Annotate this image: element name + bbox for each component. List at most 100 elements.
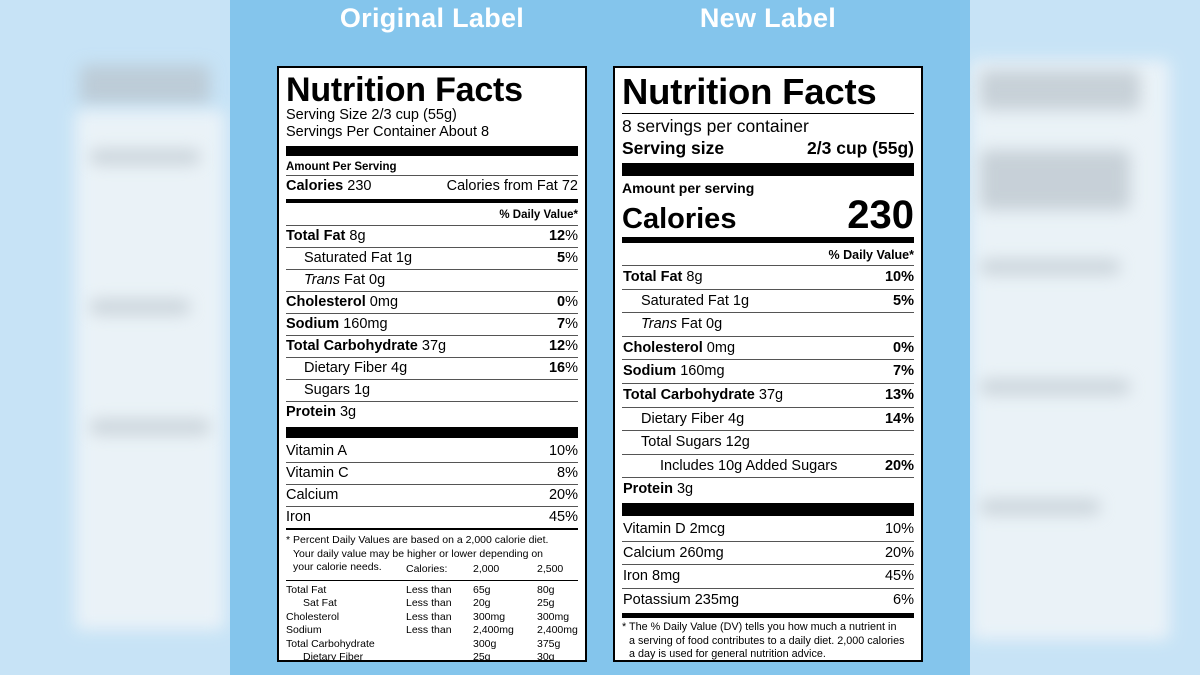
- nutrient-row-protein: Protein 3g: [622, 477, 914, 501]
- nutrient-row-trans-fat: Trans Fat 0g: [622, 312, 914, 336]
- vitamin-percent: 10%: [884, 520, 914, 537]
- servings-per-container: 8 servings per container: [622, 116, 809, 136]
- vitamin-row: Iron 45%: [286, 506, 578, 528]
- nutrient-name: Dietary Fiber 4g: [304, 360, 408, 376]
- new-label-heading: New Label: [699, 3, 837, 33]
- dv-table-cell: Less than: [406, 597, 452, 610]
- vitamin-row: Iron 8mg 45%: [622, 564, 914, 588]
- nutrient-name: Total Carbohydrate: [623, 386, 755, 403]
- dv-table-cell: Less than: [406, 610, 452, 623]
- nutrient-name: Protein: [286, 404, 336, 420]
- serving-size: Serving Size 2/3 cup (55g): [286, 107, 457, 123]
- vitamin-name: Vitamin D 2mcg: [623, 520, 726, 537]
- dv-table-row: Dietary Fiber 25g 30g: [286, 651, 578, 664]
- nutrient-row-sodium: Sodium 160mg 7%: [286, 313, 578, 335]
- dv-table-header-cell: Calories:: [406, 562, 448, 575]
- calories-value: 230: [347, 178, 372, 194]
- vitamin-percent: 45%: [548, 509, 578, 525]
- amount-per-serving: Amount per serving: [622, 180, 755, 196]
- dv-table-cell: Dietary Fiber: [303, 650, 364, 663]
- vitamin-row: Potassium 235mg 6%: [622, 587, 914, 612]
- label-title: Nutrition Facts: [622, 71, 877, 112]
- calories-row: Calories 230: [622, 195, 914, 235]
- nutrient-row-added-sugars: Includes 10g Added Sugars 20%: [622, 453, 914, 478]
- footnote-line: * The % Daily Value (DV) tells you how m…: [622, 621, 897, 634]
- nutrient-amount: 8g: [686, 269, 703, 285]
- nutrient-row-trans-fat: Trans Fat 0g: [286, 269, 578, 291]
- dv-table-cell: Total Carbohydrate: [286, 637, 375, 650]
- nutrient-percent: 12: [548, 338, 566, 354]
- dv-table-cell: Sat Fat: [303, 597, 337, 610]
- divider-bar: [622, 163, 914, 176]
- footnote-line: * Percent Daily Values are based on a 2,…: [286, 534, 549, 546]
- amount-per-serving: Amount Per Serving: [286, 161, 397, 173]
- dv-table-cell: Cholesterol: [286, 610, 340, 623]
- nutrient-amount: 37g: [421, 338, 447, 354]
- vitamin-row: Vitamin C 8%: [286, 462, 578, 484]
- dv-table-cell: 30g: [537, 650, 555, 663]
- nutrient-row-total-fat: Total Fat 8g 12%: [286, 225, 578, 247]
- original-label-heading: Original Label: [339, 3, 525, 33]
- nutrient-name: Cholesterol: [623, 339, 703, 356]
- footnote-line: a serving of food contributes to a daily…: [629, 634, 905, 647]
- nutrient-name: Sodium: [286, 316, 340, 332]
- nutrient-percent: 20%: [884, 457, 914, 474]
- footnote: * Percent Daily Values are based on a 2,…: [286, 534, 578, 575]
- percent-sign: %: [565, 316, 578, 332]
- percent-sign: %: [565, 360, 578, 376]
- divider-bar: [286, 528, 578, 530]
- serving-size-label: Serving size: [622, 138, 725, 158]
- serving-size-value: 2/3 cup (55g): [807, 138, 914, 158]
- dv-table-cell: [406, 651, 473, 664]
- divider-bar: [622, 237, 914, 243]
- nutrient-name: Fat 0g: [681, 316, 723, 333]
- nutrient-name: Sodium: [623, 363, 677, 380]
- dv-table-cell: 300mg: [537, 610, 570, 623]
- vitamin-percent: 45%: [884, 568, 914, 585]
- nutrient-row-total-carbohydrate: Total Carbohydrate 37g 13%: [622, 382, 914, 407]
- original-nutrition-label: Nutrition Facts Serving Size 2/3 cup (55…: [277, 66, 587, 664]
- nutrient-row-dietary-fiber: Dietary Fiber 4g 14%: [622, 406, 914, 431]
- dv-table-row: Sat Fat Less than 20g 25g: [286, 597, 578, 610]
- nutrient-row-cholesterol: Cholesterol 0mg 0%: [622, 335, 914, 360]
- nutrient-row-total-carbohydrate: Total Carbohydrate 37g 12%: [286, 335, 578, 357]
- nutrient-amount: 160mg: [680, 363, 725, 380]
- nutrient-name: Total Fat: [623, 269, 683, 285]
- dv-table-cell: Total Fat: [286, 583, 327, 596]
- vitamin-name: Vitamin A: [286, 443, 347, 459]
- nutrient-name-italic: Trans: [304, 272, 340, 288]
- nutrient-row-sugars: Sugars 1g: [286, 379, 578, 401]
- vitamin-percent: 20%: [548, 487, 578, 503]
- nutrient-row-saturated-fat: Saturated Fat 1g 5%: [286, 247, 578, 269]
- footnote-line: Your daily value may be higher or lower …: [293, 547, 544, 560]
- nutrient-row-sodium: Sodium 160mg 7%: [622, 359, 914, 383]
- dv-table-cell: Less than: [406, 583, 452, 596]
- nutrient-percent: 0%: [893, 339, 914, 356]
- footnote: * The % Daily Value (DV) tells you how m…: [622, 621, 914, 661]
- nutrient-amount: 3g: [676, 481, 694, 498]
- vitamin-percent: 20%: [884, 544, 914, 561]
- nutrient-percent: 0: [557, 294, 566, 310]
- calories-from-fat: Calories from Fat 72: [446, 178, 578, 194]
- nutrient-row-protein: Protein 3g: [286, 401, 578, 423]
- servings-per-container: Servings Per Container About 8: [286, 124, 490, 140]
- dv-table-cell: 2,400mg: [537, 624, 578, 637]
- nutrient-percent: 7: [557, 316, 566, 332]
- nutrient-amount: 3g: [339, 404, 357, 420]
- serving-size: Serving size 2/3 cup (55g): [622, 137, 914, 159]
- nutrient-name: Includes 10g Added Sugars: [660, 457, 838, 474]
- nutrient-amount: 160mg: [343, 316, 388, 332]
- calories-row: Calories 230 Calories from Fat 72: [286, 175, 578, 197]
- dv-table-cell: 25g: [473, 650, 491, 663]
- nutrient-name: Protein: [623, 481, 673, 498]
- nutrient-amount: 8g: [349, 228, 366, 244]
- dv-table-cell: [406, 638, 473, 651]
- dv-table-cell: Less than: [406, 624, 452, 637]
- nutrient-name: Total Sugars 12g: [641, 434, 750, 451]
- nutrient-name: Saturated Fat 1g: [304, 250, 413, 266]
- calories-label: Calories: [622, 203, 737, 235]
- nutrient-amount: 0mg: [706, 339, 736, 356]
- nutrient-row-total-sugars: Total Sugars 12g: [622, 430, 914, 454]
- vitamin-name: Calcium 260mg: [623, 544, 724, 561]
- dv-table-header-cell: 2,500: [537, 562, 564, 575]
